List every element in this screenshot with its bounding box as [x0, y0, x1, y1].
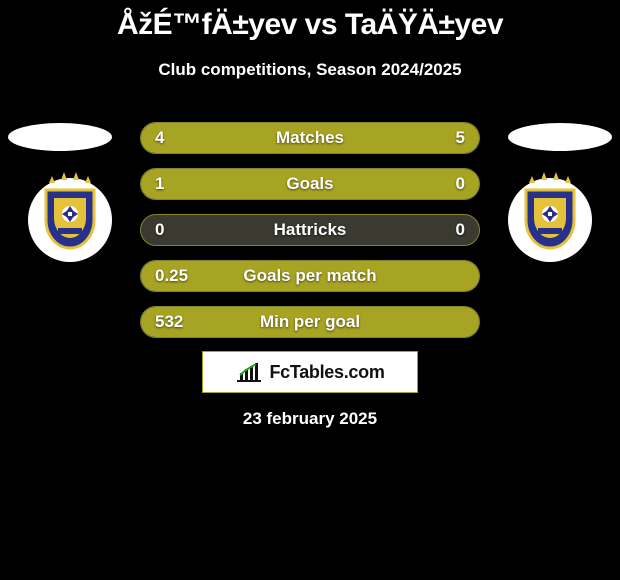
club-badge-left	[20, 178, 120, 262]
stat-label: Hattricks	[141, 220, 479, 240]
stat-label: Goals	[141, 174, 479, 194]
stat-label: Matches	[141, 128, 479, 148]
stat-row: 0.25Goals per match	[140, 260, 480, 292]
stat-row: 1Goals0	[140, 168, 480, 200]
club-crest-icon	[28, 170, 112, 262]
player-photo-placeholder-right	[508, 123, 612, 151]
date-label: 23 february 2025	[0, 409, 620, 429]
bar-chart-icon	[235, 361, 263, 383]
stat-label: Goals per match	[141, 266, 479, 286]
club-crest-icon	[508, 170, 592, 262]
brand-badge[interactable]: FcTables.com	[202, 351, 418, 393]
stat-label: Min per goal	[141, 312, 479, 332]
stat-value-right: 0	[456, 220, 465, 240]
stats-table: 4Matches51Goals00Hattricks00.25Goals per…	[140, 122, 480, 352]
brand-text: FcTables.com	[269, 362, 384, 383]
stat-row: 532Min per goal	[140, 306, 480, 338]
page-subtitle: Club competitions, Season 2024/2025	[0, 60, 620, 80]
stat-row: 4Matches5	[140, 122, 480, 154]
player-photo-placeholder-left	[8, 123, 112, 151]
page-title: ÅžÉ™fÄ±yev vs TaÄŸÄ±yev	[0, 0, 620, 42]
stat-row: 0Hattricks0	[140, 214, 480, 246]
stat-value-right: 5	[456, 128, 465, 148]
stat-value-right: 0	[456, 174, 465, 194]
club-badge-right	[500, 178, 600, 262]
